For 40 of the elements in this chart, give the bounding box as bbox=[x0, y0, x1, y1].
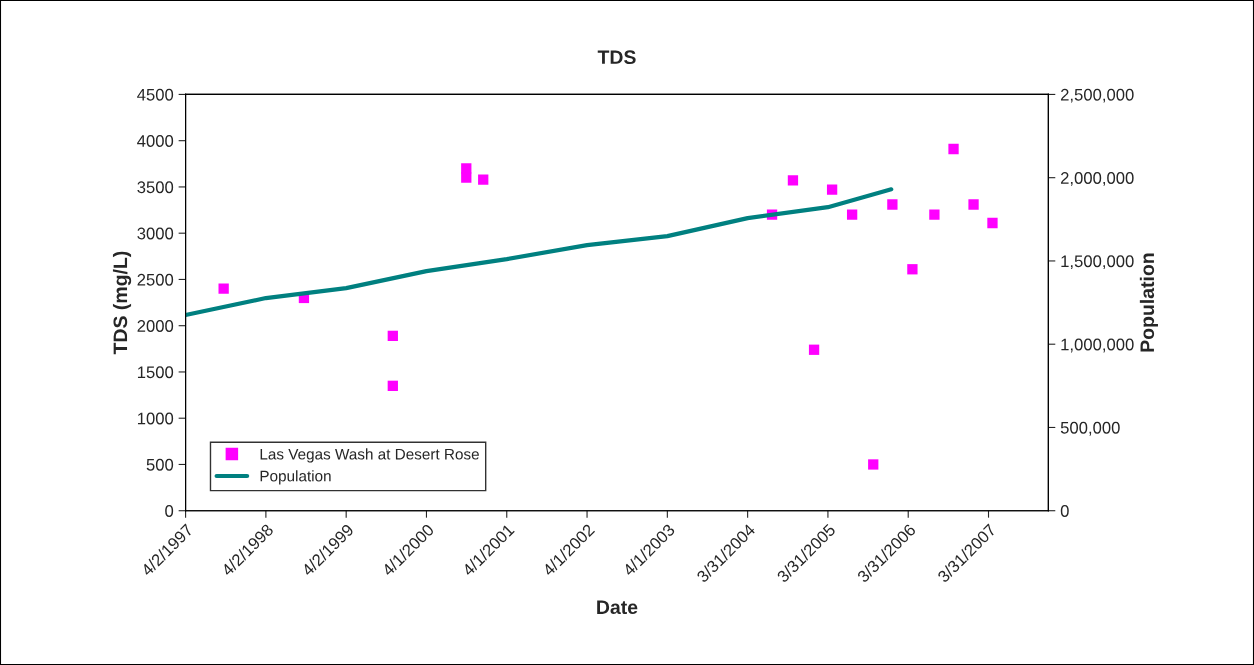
y2-tick-label: 2,500,000 bbox=[1060, 88, 1134, 103]
point bbox=[218, 283, 229, 294]
x-axis-title: Date bbox=[597, 600, 638, 615]
legend-label: Population bbox=[260, 470, 331, 485]
point bbox=[948, 143, 959, 155]
point bbox=[907, 264, 918, 275]
y-tick-label: 2500 bbox=[137, 273, 174, 286]
point bbox=[461, 172, 472, 183]
y-tick-label: 0 bbox=[165, 505, 174, 517]
point bbox=[808, 344, 820, 355]
y-tick-label: 4500 bbox=[137, 88, 174, 101]
y2-tick-label: 1,500,000 bbox=[1061, 255, 1134, 270]
y2-tick-label: 0 bbox=[1060, 505, 1069, 517]
y-tick-label: 1500 bbox=[137, 366, 174, 379]
y2-axis-title: Population bbox=[1139, 253, 1158, 352]
y-tick-label: 4000 bbox=[137, 135, 174, 147]
y2-tick-label: 1,000,000 bbox=[1061, 338, 1134, 353]
line-series bbox=[185, 187, 894, 318]
point bbox=[846, 209, 858, 220]
y-axis-title: TDS (mg/L) bbox=[112, 251, 132, 355]
point bbox=[987, 217, 998, 229]
y-tick-label: 1000 bbox=[137, 412, 174, 425]
point bbox=[787, 175, 799, 186]
point bbox=[968, 199, 979, 210]
y-tick-label: 3500 bbox=[137, 181, 174, 194]
y2-tick-label: 500,000 bbox=[1060, 421, 1120, 436]
point bbox=[478, 174, 489, 185]
chart-title: TDS bbox=[597, 50, 636, 65]
legend-label: Las Vegas Wash at Desert Rose bbox=[260, 448, 479, 463]
y-tick-label: 3000 bbox=[137, 227, 174, 240]
point bbox=[461, 163, 472, 174]
point bbox=[929, 209, 940, 220]
y2-tick-label: 2,000,000 bbox=[1060, 172, 1134, 186]
point bbox=[868, 459, 879, 470]
point bbox=[387, 380, 398, 391]
y-tick-label: 500 bbox=[146, 458, 174, 471]
point bbox=[826, 184, 838, 195]
point bbox=[387, 330, 398, 342]
y-tick-label: 2000 bbox=[137, 320, 174, 332]
point bbox=[887, 199, 898, 210]
